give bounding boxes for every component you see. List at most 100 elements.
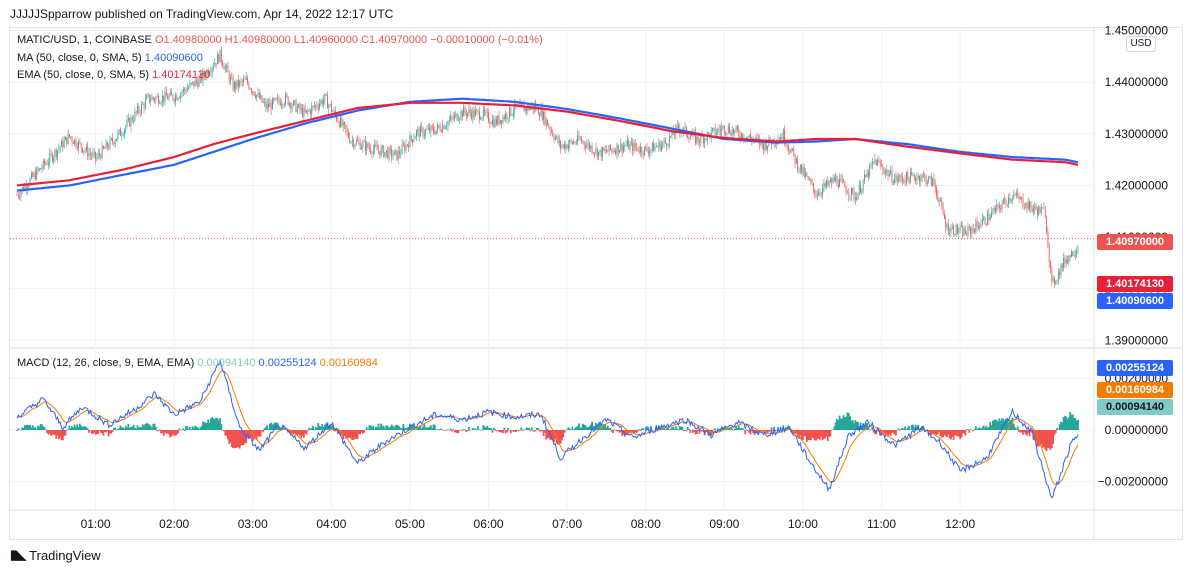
candle-body — [919, 175, 920, 182]
macd-histogram-bar — [289, 430, 292, 435]
macd-histogram-bar — [718, 428, 720, 430]
candle-body — [147, 94, 149, 97]
macd-histogram-bar — [689, 430, 692, 434]
macd-histogram-bar — [1040, 430, 1043, 445]
macd-histogram-bar — [904, 426, 906, 430]
macd-legend: MACD (12, 26, close, 9, EMA, EMA) 0.0009… — [17, 357, 378, 369]
chart-grid — [10, 28, 1183, 539]
macd-histogram-bar — [545, 430, 548, 440]
candle-body — [765, 141, 767, 150]
candle-body — [51, 154, 53, 161]
candle-body — [134, 111, 136, 121]
candle-body — [853, 190, 855, 200]
macd-histogram-bar — [1011, 417, 1014, 430]
candle-body — [342, 122, 344, 126]
macd-histogram-bar — [956, 430, 959, 437]
candle-body — [86, 146, 87, 151]
candle-body — [452, 117, 454, 119]
macd-histogram-bar — [853, 423, 855, 430]
candle-body — [91, 154, 93, 157]
macd-histogram-bar — [474, 428, 477, 430]
candle-body — [590, 146, 592, 149]
macd-histogram-bar — [520, 427, 523, 430]
currency-button[interactable]: USD — [1126, 36, 1156, 52]
macd-histogram-bar — [769, 430, 772, 432]
macd-histogram-bar — [770, 427, 773, 430]
candle-body — [307, 110, 309, 112]
macd-histogram-bar — [526, 427, 529, 430]
candle-body — [710, 130, 712, 139]
macd-histogram-bar — [639, 430, 642, 432]
candle-body — [663, 140, 665, 143]
candle-body — [68, 134, 70, 137]
macd-histogram-bar — [223, 430, 225, 431]
macd-histogram-bar — [202, 421, 204, 430]
macd-histogram-bar — [262, 430, 265, 433]
candle-body — [803, 166, 805, 177]
candle-body — [239, 80, 241, 87]
macd-histogram-bar — [874, 430, 876, 434]
macd-histogram-bar — [34, 426, 37, 430]
candle-body — [963, 228, 965, 236]
candle-body — [471, 113, 472, 119]
candle-body — [742, 133, 744, 140]
candle-body — [806, 173, 808, 176]
x-tick-label: 12:00 — [945, 517, 975, 531]
macd-signal-line — [16, 370, 1079, 486]
candle-body — [270, 102, 272, 110]
candle-body — [497, 115, 499, 125]
candle-body — [253, 91, 255, 96]
macd-histogram-bar — [929, 430, 931, 432]
candle-body — [496, 119, 497, 125]
candle-body — [448, 119, 450, 122]
macd-histogram-bar — [968, 430, 971, 433]
candle-body — [24, 185, 26, 191]
tradingview-logo[interactable]: ▮◣ TradingView — [10, 547, 101, 563]
macd-histogram-bar — [432, 424, 435, 430]
macd-histogram-bar — [735, 426, 738, 430]
candle-body — [583, 141, 585, 146]
macd-histogram-bar — [445, 430, 448, 431]
macd-histogram-bar — [464, 429, 466, 430]
macd-histogram-bar — [597, 423, 600, 430]
candle-body — [858, 184, 860, 194]
candle-body — [376, 146, 378, 150]
candle-body — [864, 174, 865, 181]
macd-histogram-bar — [935, 430, 938, 436]
candle-body — [786, 145, 788, 147]
macd-histogram-bar — [657, 426, 660, 430]
candle-body — [827, 180, 829, 185]
candle-body — [430, 125, 432, 133]
macd-histogram-bar — [68, 426, 71, 430]
candle-body — [623, 146, 624, 152]
macd-histogram-bar — [857, 421, 859, 430]
macd-histogram-bar — [372, 425, 375, 430]
candle-body — [841, 178, 843, 182]
candle-body — [873, 161, 875, 163]
macd-histogram-bar — [234, 430, 237, 449]
candle-body — [181, 91, 183, 94]
candle-body — [83, 150, 85, 153]
y-tick-label: 1.39000000 — [1105, 333, 1169, 347]
macd-histogram-bar — [181, 429, 183, 431]
candle-body — [548, 125, 550, 128]
candle-body — [439, 126, 441, 131]
candle-body — [689, 136, 691, 140]
candle-body — [596, 148, 598, 158]
candle-body — [274, 98, 276, 101]
candle-body — [175, 95, 176, 102]
candle-body — [659, 141, 661, 151]
macd-histogram-bar — [153, 423, 156, 430]
y-tick-label: 1.45000000 — [1105, 24, 1169, 38]
candle-body — [414, 136, 416, 139]
macd-histogram-bar — [955, 430, 958, 436]
macd-histogram-bar — [799, 430, 802, 436]
macd-histogram-bar — [598, 423, 601, 430]
macd-histogram-bar — [276, 422, 279, 430]
macd-histogram-bar — [30, 427, 33, 430]
candle-body — [811, 182, 813, 184]
candle-body — [227, 65, 229, 73]
candle-body — [833, 177, 835, 181]
candle-body — [883, 169, 885, 174]
